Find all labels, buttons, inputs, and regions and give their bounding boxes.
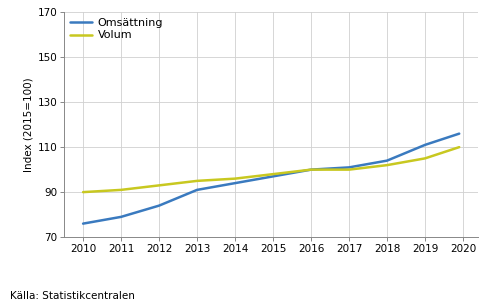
Omsättning — [232, 181, 238, 185]
Omsättning — [80, 222, 86, 226]
Text: Källa: Statistikcentralen: Källa: Statistikcentralen — [10, 291, 135, 301]
Y-axis label: Index (2015=100): Index (2015=100) — [23, 77, 33, 172]
Omsättning — [308, 168, 314, 171]
Omsättning — [194, 188, 200, 192]
Volum — [118, 188, 124, 192]
Legend: Omsättning, Volum: Omsättning, Volum — [68, 16, 165, 43]
Line: Omsättning: Omsättning — [83, 134, 459, 224]
Volum — [308, 168, 314, 171]
Volum — [346, 168, 352, 171]
Omsättning — [270, 174, 276, 178]
Volum — [156, 184, 162, 187]
Omsättning — [384, 159, 390, 162]
Omsättning — [156, 204, 162, 207]
Volum — [270, 172, 276, 176]
Omsättning — [346, 166, 352, 169]
Omsättning — [422, 143, 428, 147]
Volum — [232, 177, 238, 181]
Omsättning — [456, 132, 462, 136]
Omsättning — [118, 215, 124, 219]
Volum — [422, 157, 428, 160]
Volum — [456, 145, 462, 149]
Volum — [80, 190, 86, 194]
Line: Volum: Volum — [83, 147, 459, 192]
Volum — [384, 163, 390, 167]
Volum — [194, 179, 200, 183]
